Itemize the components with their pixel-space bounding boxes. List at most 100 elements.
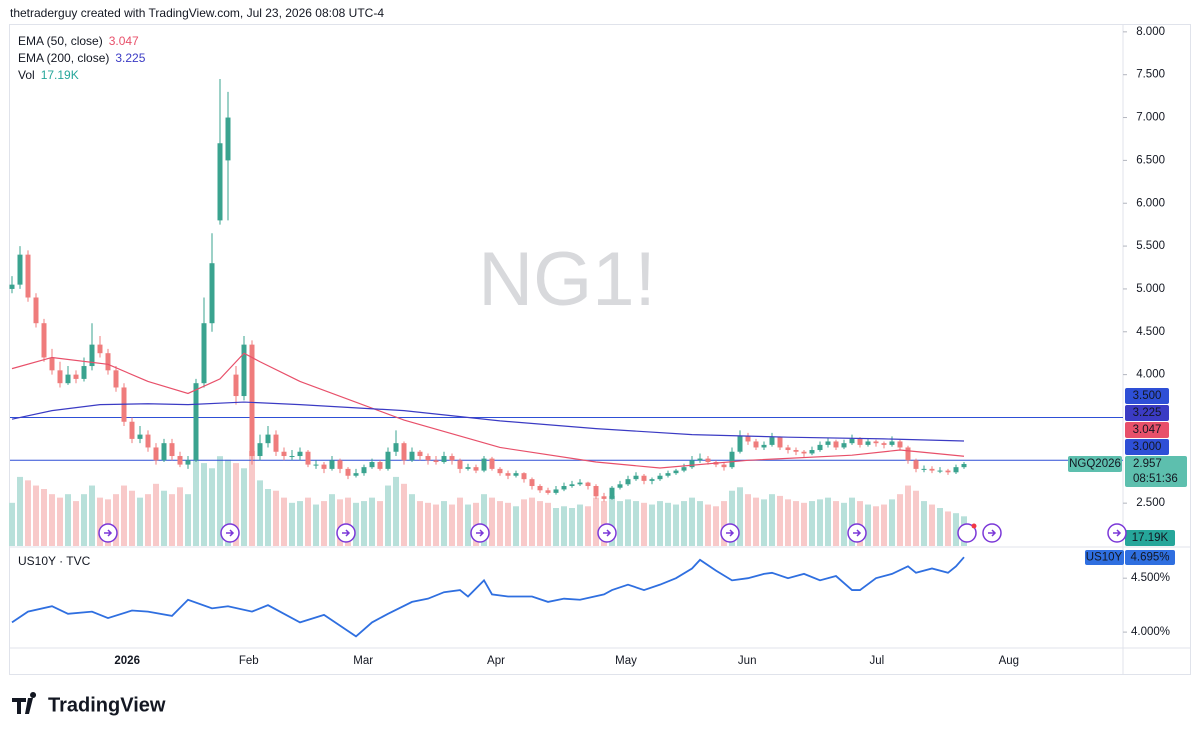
event-icon-arrow (226, 529, 235, 537)
volume-bar (929, 504, 935, 546)
volume-bar (313, 504, 319, 546)
volume-bar (249, 451, 255, 546)
event-icon-arrow (853, 529, 862, 537)
volume-bar (673, 504, 679, 546)
symbol-tag: NGQ2026 (1069, 458, 1121, 470)
candle-body (921, 468, 927, 470)
candle-body (833, 441, 839, 448)
hline-tag: 3.500 (1133, 390, 1162, 402)
volume-bar (137, 497, 143, 546)
candle-body (889, 441, 895, 445)
candle-body (297, 451, 303, 457)
volume-bar (353, 502, 359, 546)
candle-body (481, 458, 487, 471)
volume-bar (777, 495, 783, 546)
x-tick-label: Apr (487, 655, 505, 667)
y-tick-label: 8.000 (1136, 26, 1165, 38)
candle-body (801, 451, 807, 454)
event-icon-arrow (1113, 529, 1122, 537)
candle-body (809, 450, 815, 454)
candle-body (897, 441, 903, 448)
volume-bar (241, 468, 247, 546)
event-icon (957, 523, 977, 543)
legend-entry: EMA (50, close) 3.047 (18, 34, 139, 48)
volume-bar (73, 501, 79, 546)
volume-bar (409, 494, 415, 546)
hline-tag: 3.000 (1133, 441, 1162, 453)
candle-body (257, 443, 263, 457)
candle-body (57, 370, 63, 384)
ema200-tag: 3.225 (1133, 407, 1162, 419)
volume-bar (809, 501, 815, 546)
volume-bar (433, 504, 439, 546)
candle-body (561, 486, 567, 490)
volume-bar (497, 501, 503, 546)
x-tick-label: Feb (239, 655, 259, 667)
candle-body (217, 143, 223, 221)
volume-bar (441, 501, 447, 546)
volume-bar (921, 501, 927, 546)
candle-body (873, 441, 879, 444)
candle-body (385, 451, 391, 469)
candle-body (745, 436, 751, 442)
legend-entry: Vol 17.19K (18, 68, 79, 82)
candle-body (457, 460, 463, 469)
volume-bar (521, 499, 527, 546)
volume-bar (9, 502, 15, 546)
candle-body (97, 344, 103, 354)
candle-body (449, 456, 455, 461)
event-icon-arrow (726, 529, 735, 537)
candle-body (681, 467, 687, 471)
volume-bar (457, 497, 463, 546)
candle-body (881, 443, 887, 445)
volume-bar (377, 501, 383, 546)
legend-name: EMA (50, close) (18, 34, 103, 48)
volume-bar (305, 497, 311, 546)
volume-bar (281, 497, 287, 546)
x-tick-label: Mar (353, 655, 373, 667)
volume-bar (225, 459, 231, 546)
candle-body (593, 486, 599, 497)
event-icon-arrow (104, 529, 113, 537)
legend-entry: EMA (200, close) 3.225 (18, 51, 146, 65)
y-tick-label: 7.000 (1136, 112, 1165, 124)
volume-bar (825, 497, 831, 546)
candle-body (913, 460, 919, 469)
volume-bar (953, 513, 959, 546)
y-tick-label: 5.000 (1136, 283, 1165, 295)
volume-bar (17, 476, 23, 546)
volume-bar (585, 506, 591, 546)
candle-body (857, 438, 863, 445)
volume-bar (177, 487, 183, 546)
candle-body (633, 475, 639, 480)
candle-body (249, 344, 255, 457)
candle-body (129, 421, 135, 439)
event-icon-arrow (476, 529, 485, 537)
candle-body (353, 473, 359, 476)
candle-body (393, 443, 399, 452)
legend-value: 3.047 (109, 34, 139, 48)
candle-body (329, 460, 335, 469)
volume-bar (945, 511, 951, 546)
volume-bar (729, 490, 735, 546)
candle-body (49, 357, 55, 371)
y-tick-label: 6.000 (1136, 197, 1165, 209)
volume-bar (641, 502, 647, 546)
volume-bar (753, 497, 759, 546)
y-tick-label: 4.000 (1136, 369, 1165, 381)
volume-bar (529, 497, 535, 546)
candle-body (361, 467, 367, 474)
candle-body (793, 450, 799, 452)
volume-bar (881, 504, 887, 546)
candle-body (233, 374, 239, 397)
volume-bar (817, 499, 823, 546)
us10y-tag: 4.695% (1130, 552, 1169, 564)
volume-bar (297, 501, 303, 546)
candle-body (625, 479, 631, 485)
candle-body (177, 456, 183, 465)
candle-body (185, 460, 191, 465)
candle-body (601, 496, 607, 499)
volume-bar (793, 501, 799, 546)
volume-bar (393, 476, 399, 546)
